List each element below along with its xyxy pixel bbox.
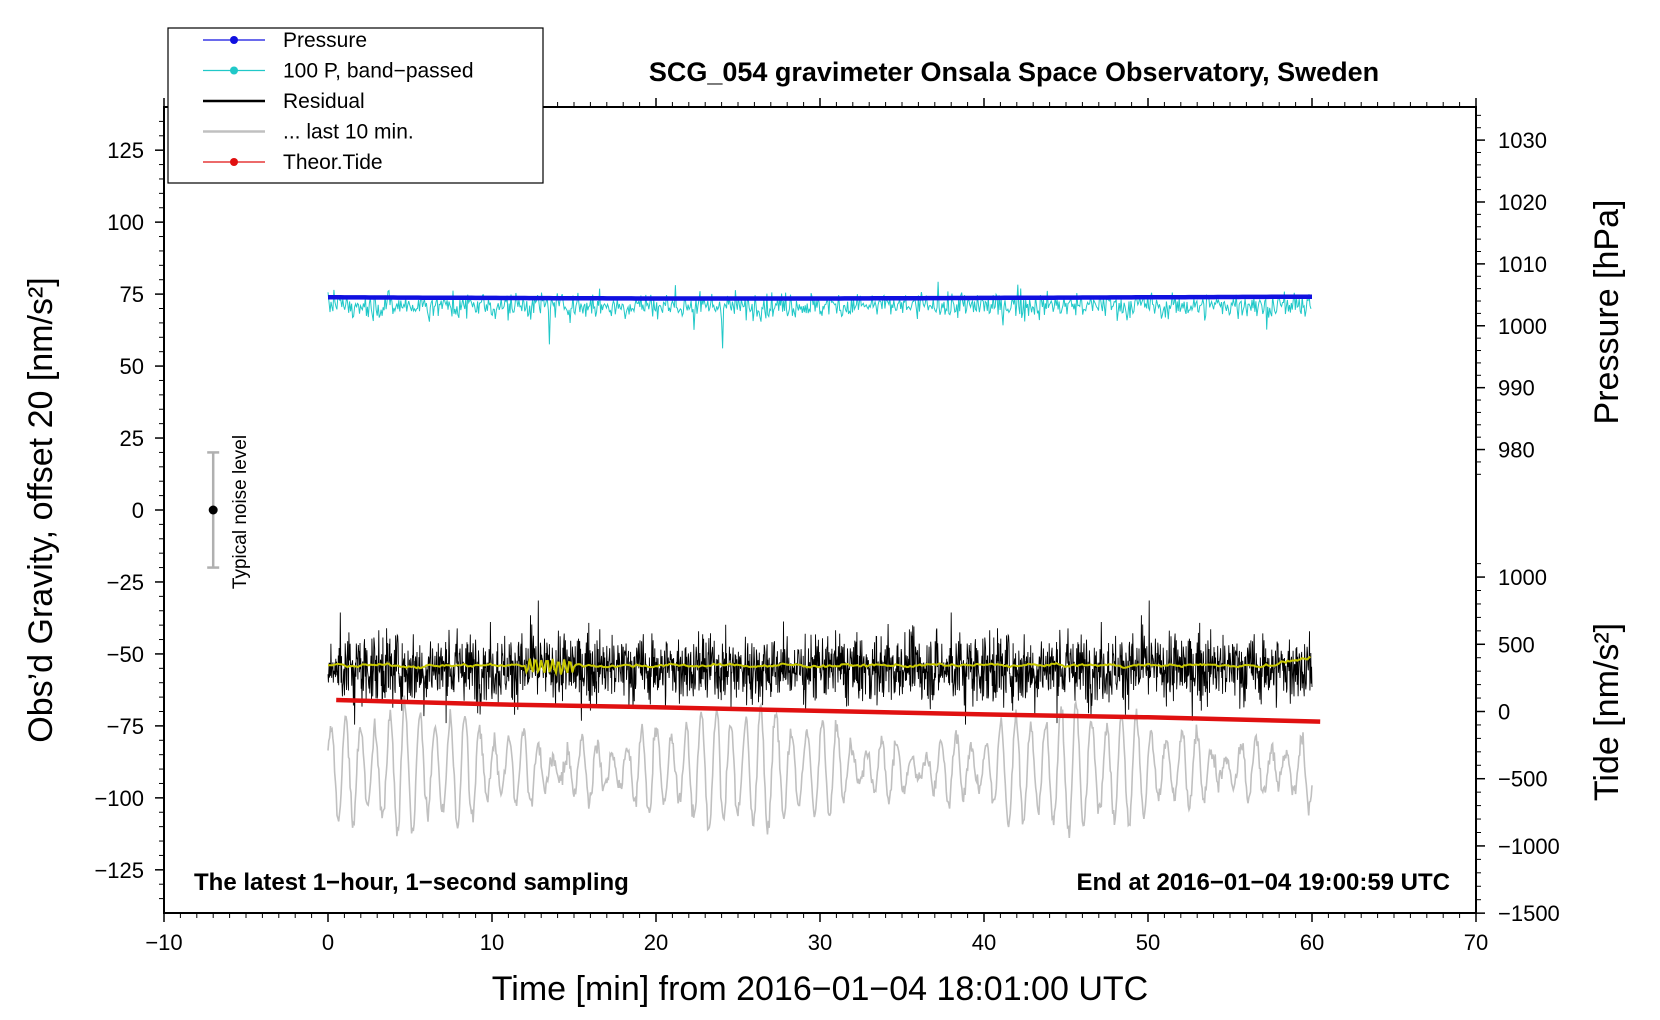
- series-residual-smoothed: [328, 655, 1312, 677]
- x-tick-label: 0: [322, 930, 334, 955]
- y-axis-label-left: Obs’d Gravity, offset 20 [nm/s²]: [22, 277, 60, 742]
- y-tick-label-pressure: 980: [1498, 438, 1535, 463]
- y-tick-label-left: 0: [132, 498, 144, 523]
- x-tick-label: 10: [480, 930, 504, 955]
- plot-frame: [163, 106, 1477, 914]
- x-tick-label: 20: [644, 930, 668, 955]
- legend-label: 100 P, band−passed: [283, 60, 474, 83]
- y-tick-label-left: 50: [120, 354, 144, 379]
- y-axis-pressure: 1030 1020 1010 1000 990 980: [1476, 114, 1547, 475]
- chart-title: SCG_054 gravimeter Onsala Space Observat…: [649, 57, 1379, 87]
- legend-label: Residual: [283, 90, 365, 113]
- y-tick-label-left: 75: [120, 282, 144, 307]
- y-tick-label-left: −125: [94, 858, 144, 883]
- legend-marker: [230, 36, 238, 44]
- y-tick-label-left: 125: [107, 138, 144, 163]
- x-axis-label: Time [min] from 2016−01−04 18:01:00 UTC: [492, 970, 1148, 1008]
- noise-bar-dot: [208, 505, 218, 515]
- y-tick-label-pressure: 1000: [1498, 314, 1547, 339]
- series-theor-tide: [336, 697, 1321, 724]
- x-tick-label: 50: [1136, 930, 1160, 955]
- series-last-10-min: [327, 695, 1313, 838]
- x-tick-label: 40: [972, 930, 996, 955]
- legend: Pressure 100 P, band−passed Residual ... la…: [167, 27, 544, 184]
- legend-label: Pressure: [283, 29, 367, 52]
- y-axis-label-pressure: Pressure [hPa]: [1588, 200, 1626, 425]
- legend-box: [167, 27, 544, 184]
- y-axis-label-tide: Tide [nm/s²]: [1588, 623, 1626, 801]
- series-residual: [327, 600, 1313, 725]
- y-tick-label-left: −25: [107, 570, 144, 595]
- x-axis: −10 0 10 20 30 40 50 60 70: [145, 98, 1488, 955]
- y-tick-label-pressure: 1030: [1498, 128, 1547, 153]
- noise-level-label: Typical noise level: [230, 435, 251, 589]
- y-axis-tide: 1000 500 0 −500 −1000 −1500: [1476, 563, 1560, 926]
- x-tick-label: 70: [1464, 930, 1488, 955]
- y-tick-label-tide: 0: [1498, 700, 1510, 725]
- legend-marker: [230, 158, 238, 166]
- noise-level-bar: [207, 451, 220, 569]
- legend-label: Theor.Tide: [283, 151, 383, 174]
- y-tick-label-pressure: 1020: [1498, 190, 1547, 215]
- y-tick-label-left: 100: [107, 210, 144, 235]
- series-band-passed: [327, 281, 1312, 349]
- annotation-sampling: The latest 1−hour, 1−second sampling: [194, 869, 629, 896]
- x-tick-label: 30: [808, 930, 832, 955]
- series-pressure: [328, 294, 1312, 301]
- y-tick-label-tide: −1000: [1498, 834, 1560, 859]
- y-tick-label-pressure: 990: [1498, 376, 1535, 401]
- y-tick-label-left: −50: [107, 642, 144, 667]
- y-tick-label-pressure: 1010: [1498, 252, 1547, 277]
- legend-label: ... last 10 min.: [283, 121, 414, 144]
- y-axis-left: 125 100 75 50 25 0 −25 −50 −75 −100 −125: [94, 120, 164, 900]
- y-tick-label-tide: −500: [1498, 767, 1548, 792]
- y-tick-label-left: 25: [120, 426, 144, 451]
- y-tick-label-left: −100: [94, 786, 144, 811]
- x-tick-label: 60: [1300, 930, 1324, 955]
- y-tick-label-tide: −1500: [1498, 901, 1560, 926]
- legend-marker: [230, 66, 238, 75]
- series-layer: [327, 281, 1321, 838]
- y-tick-label-tide: 1000: [1498, 565, 1547, 590]
- annotation-end-time: End at 2016−01−04 19:00:59 UTC: [1076, 869, 1450, 896]
- y-tick-label-left: −75: [107, 714, 144, 739]
- y-tick-label-tide: 500: [1498, 632, 1535, 657]
- x-tick-label: −10: [145, 930, 182, 955]
